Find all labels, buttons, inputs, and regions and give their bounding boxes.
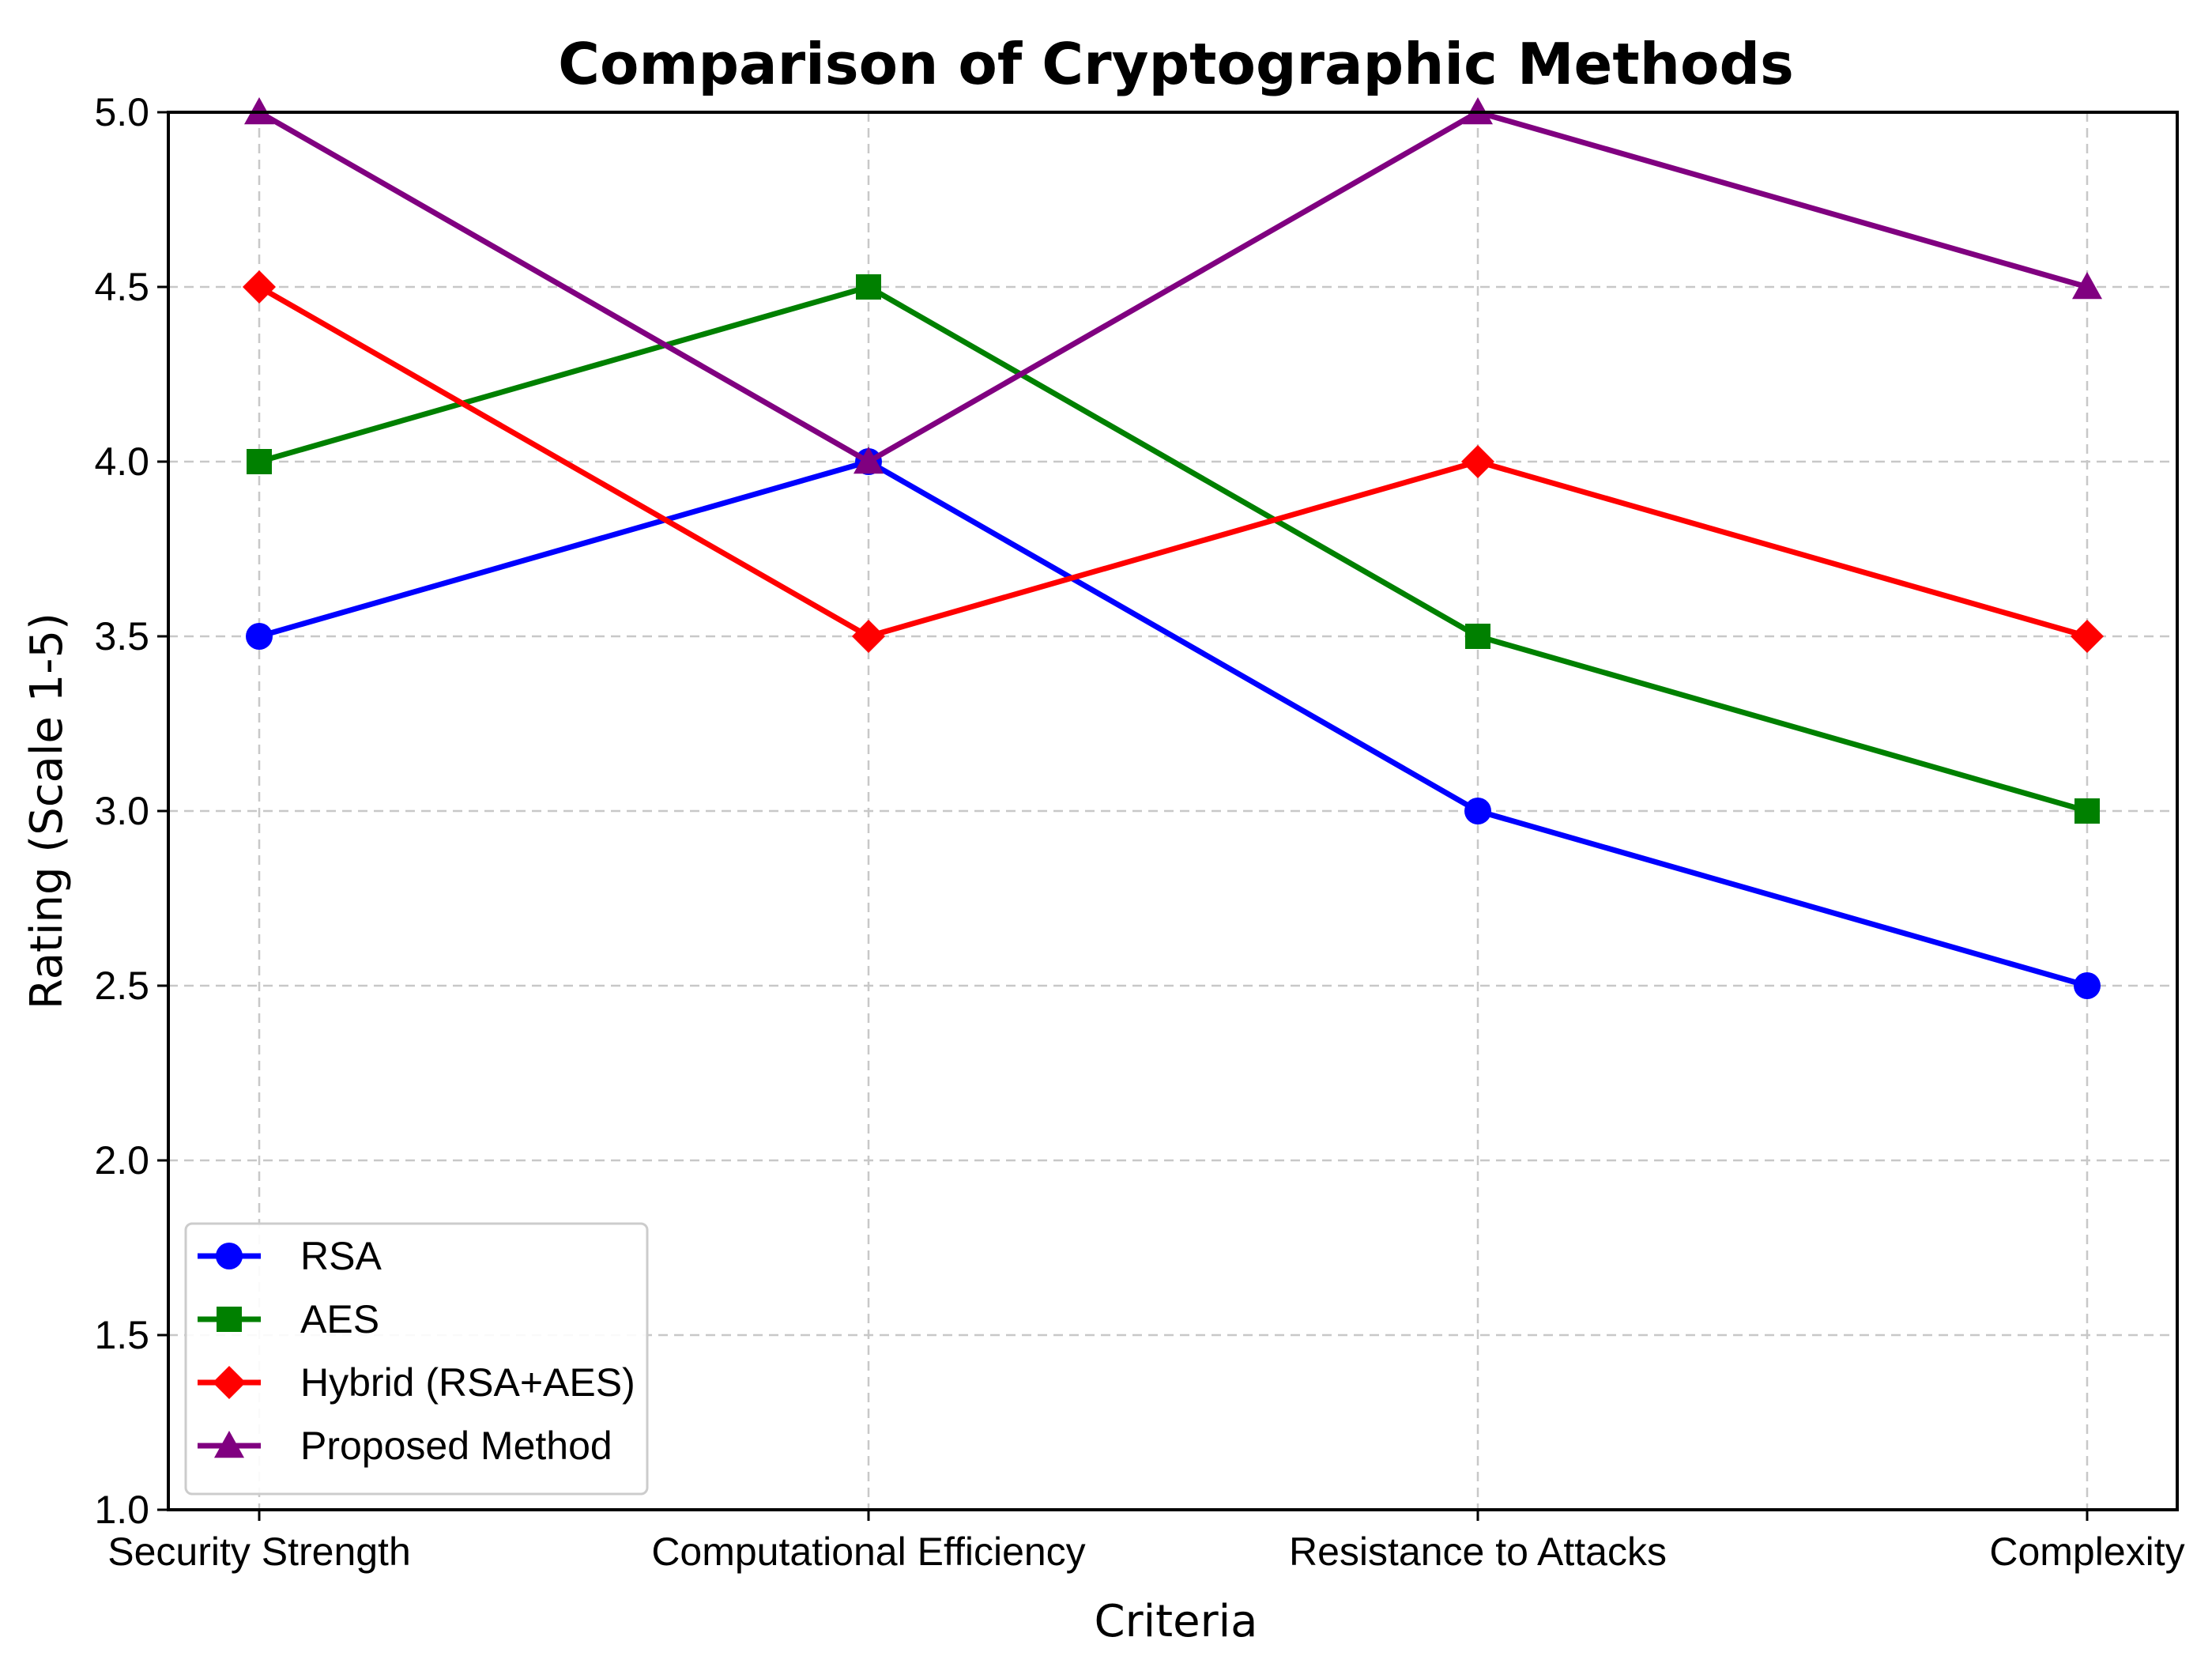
legend-marker [216, 1243, 243, 1269]
x-tick-label: Resistance to Attacks [1289, 1530, 1667, 1574]
data-point-marker [246, 623, 273, 650]
legend-label: Hybrid (RSA+AES) [300, 1360, 635, 1405]
series-line [256, 284, 2090, 814]
legend-marker [213, 1366, 246, 1399]
y-tick-label: 3.5 [94, 614, 149, 658]
y-axis-label: Rating (Scale 1-5) [21, 613, 73, 1009]
y-tick-label: 4.0 [94, 439, 149, 484]
legend-frame [184, 1222, 649, 1496]
data-point-marker [2071, 620, 2104, 653]
y-axis-ticks: 1.0 1.5 2.0 2.5 3.0 3.5 4.0 4.5 5.0 [94, 90, 168, 1532]
data-point-marker [1464, 798, 1491, 824]
series-line [256, 458, 2090, 989]
legend-item: RSA [198, 1234, 382, 1278]
legend-label: Proposed Method [300, 1424, 612, 1468]
series-line [256, 109, 2090, 465]
legend-label: AES [300, 1297, 379, 1341]
y-tick-label: 1.5 [94, 1313, 149, 1357]
legend-item: Proposed Method [198, 1424, 612, 1468]
data-point-marker [852, 620, 885, 653]
data-point-marker [247, 449, 272, 474]
legend-marker [214, 1431, 244, 1458]
y-tick-label: 2.5 [94, 964, 149, 1008]
legend: RSA AES Hybrid (RSA+AES) Proposed Method [184, 1222, 649, 1496]
legend-item: AES [198, 1297, 379, 1341]
series-proposed-method [244, 97, 2102, 474]
series-aes [247, 274, 2100, 824]
data-point-marker [856, 274, 881, 300]
y-tick-label: 2.0 [94, 1138, 149, 1183]
series-rsa [246, 448, 2101, 999]
data-point-marker [2072, 272, 2102, 300]
y-tick-label: 1.0 [94, 1488, 149, 1532]
x-axis-ticks: Security Strength Computational Efficienc… [107, 1510, 2185, 1574]
legend-label: RSA [300, 1234, 382, 1278]
x-axis-label: Criteria [1095, 1596, 1258, 1647]
series-layer [243, 97, 2104, 999]
data-point-marker [1465, 624, 1490, 649]
data-point-marker [243, 270, 276, 304]
x-tick-label: Computational Efficiency [651, 1530, 1085, 1574]
data-point-marker [2074, 798, 2100, 824]
legend-marker [217, 1307, 242, 1332]
y-tick-label: 3.0 [94, 789, 149, 833]
chart-title: Comparison of Cryptographic Methods [558, 31, 1794, 97]
y-tick-label: 5.0 [94, 90, 149, 134]
legend-item: Hybrid (RSA+AES) [198, 1360, 635, 1405]
x-tick-label: Complexity [1989, 1530, 2184, 1574]
series-line [256, 284, 2090, 639]
series-hybrid-rsa-aes- [243, 270, 2104, 653]
x-tick-label: Security Strength [107, 1530, 411, 1574]
data-point-marker [1461, 445, 1494, 478]
y-tick-label: 4.5 [94, 265, 149, 309]
data-point-marker [2074, 972, 2101, 999]
data-point-marker [854, 447, 884, 474]
